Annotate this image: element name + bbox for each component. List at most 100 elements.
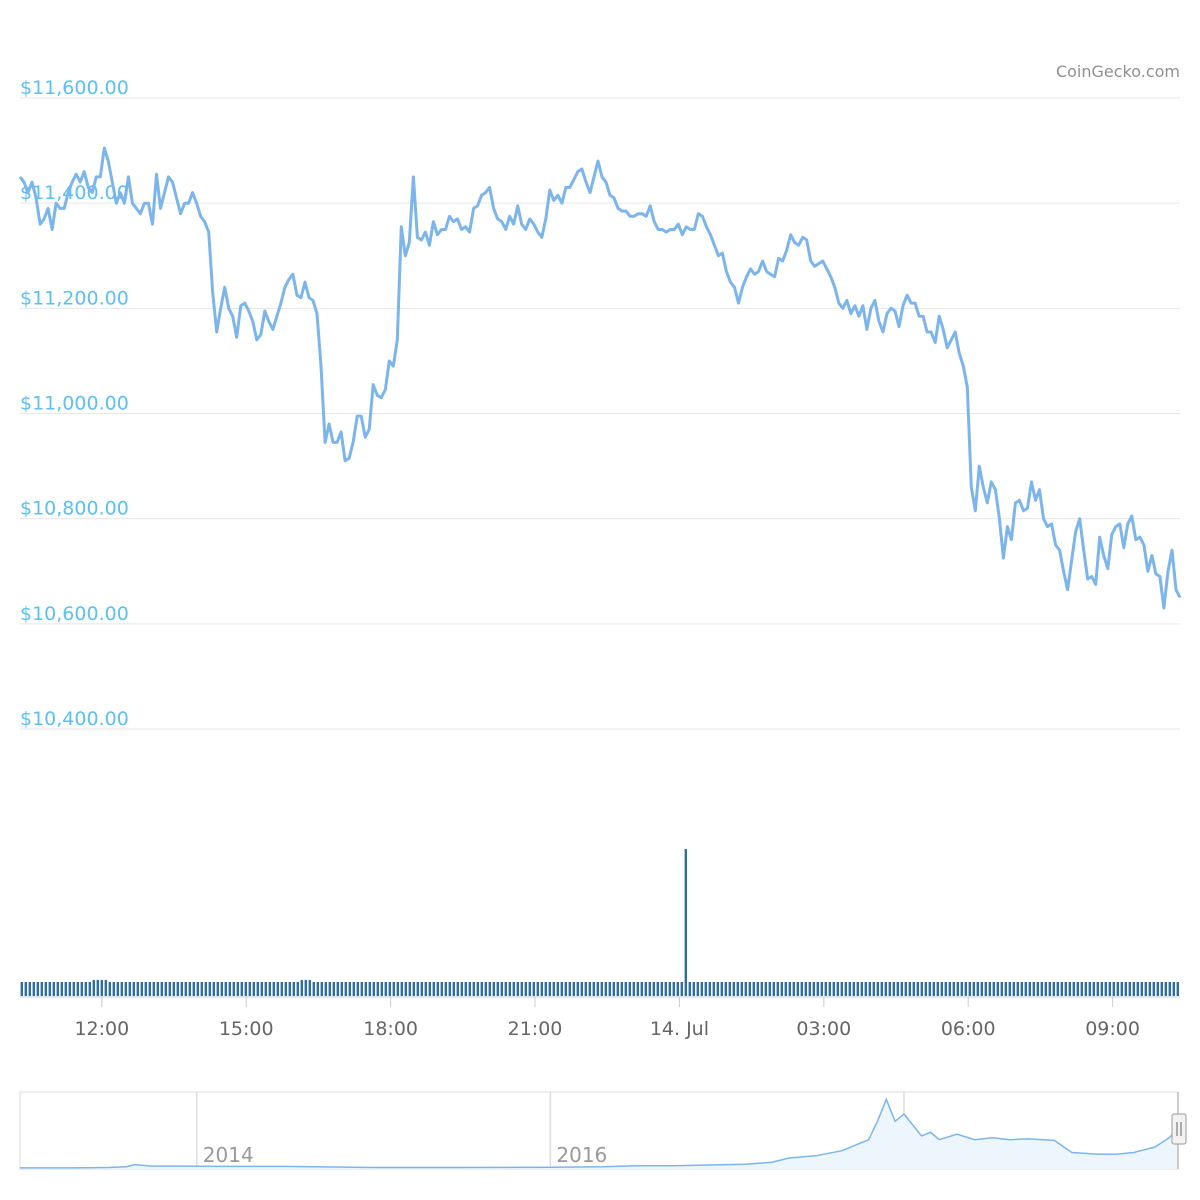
volume-bar <box>952 982 955 996</box>
volume-bar <box>544 982 547 996</box>
volume-bar <box>748 982 751 996</box>
volume-bar <box>644 982 647 996</box>
volume-bar <box>856 982 859 996</box>
volume-bar <box>804 982 807 996</box>
volume-bar <box>784 982 787 996</box>
volume-bar <box>148 982 151 996</box>
x-tick-label: 15:00 <box>219 1018 274 1040</box>
volume-bar <box>52 982 55 996</box>
volume-bar <box>808 982 811 996</box>
navigator-handle[interactable] <box>1171 1113 1187 1145</box>
volume-bar <box>664 982 667 996</box>
volume-bar <box>264 982 267 996</box>
volume-bar <box>308 979 311 996</box>
volume-bar <box>1040 982 1043 996</box>
volume-bar <box>656 982 659 996</box>
volume-bar <box>844 982 847 996</box>
volume-bar <box>936 982 939 996</box>
volume-bar <box>504 982 507 996</box>
volume-bar <box>696 982 699 996</box>
volume-bar <box>720 982 723 996</box>
volume-bar <box>800 982 803 996</box>
volume-bar <box>588 982 591 996</box>
volume-bar <box>28 982 31 996</box>
volume-bar <box>1168 982 1171 996</box>
volume-bar <box>912 982 915 996</box>
volume-bar <box>836 982 839 996</box>
volume-bar <box>476 982 479 996</box>
volume-bar <box>460 982 463 996</box>
volume-bar <box>928 982 931 996</box>
volume-bar <box>1084 982 1087 996</box>
volume-bar <box>1140 982 1143 996</box>
volume-bar <box>216 982 219 996</box>
volume-bar <box>1072 982 1075 996</box>
volume-bar <box>600 982 603 996</box>
volume-bar <box>292 982 295 996</box>
volume-bar <box>672 982 675 996</box>
volume-bar <box>204 982 207 996</box>
volume-bar <box>120 982 123 996</box>
volume-bar <box>860 982 863 996</box>
volume-bar <box>124 982 127 996</box>
volume-bar <box>888 982 891 996</box>
volume-bar <box>744 982 747 996</box>
volume-bar <box>548 982 551 996</box>
volume-bar <box>1024 982 1027 996</box>
volume-bar <box>944 982 947 996</box>
credit-label[interactable]: CoinGecko.com <box>1055 62 1180 81</box>
volume-bar <box>480 982 483 996</box>
volume-bar <box>240 982 243 996</box>
volume-bar <box>688 982 691 996</box>
volume-bar <box>160 982 163 996</box>
volume-bar <box>456 982 459 996</box>
navigator-year-label: 2016 <box>556 1143 607 1167</box>
volume-bar <box>528 982 531 996</box>
volume-bar <box>520 982 523 996</box>
volume-bar <box>556 982 559 996</box>
volume-bar <box>152 982 155 996</box>
volume-bar <box>832 982 835 996</box>
volume-bar <box>164 982 167 996</box>
price-line[interactable] <box>18 146 1182 610</box>
volume-bar <box>376 982 379 996</box>
volume-bar <box>880 982 883 996</box>
volume-bar <box>552 982 555 996</box>
volume-bar <box>568 982 571 996</box>
volume-bar <box>876 982 879 996</box>
volume-bar <box>984 982 987 996</box>
volume-bar <box>1064 982 1067 996</box>
y-tick-label: $11,600.00 <box>20 77 129 99</box>
volume-bar <box>92 979 95 996</box>
volume-bar <box>680 982 683 996</box>
volume-bar <box>968 982 971 996</box>
volume-bar <box>756 982 759 996</box>
volume-bar <box>924 982 927 996</box>
volume-bar <box>896 982 899 996</box>
x-tick-label: 03:00 <box>796 1018 851 1040</box>
volume-bar <box>816 982 819 996</box>
volume-bar <box>200 982 203 996</box>
volume-bar <box>1148 982 1151 996</box>
volume-bar <box>596 982 599 996</box>
y-tick-label: $10,400.00 <box>20 708 129 730</box>
volume-bar <box>1172 982 1175 996</box>
volume-bar <box>1092 982 1095 996</box>
volume-bar <box>796 982 799 996</box>
volume-bar <box>624 982 627 996</box>
volume-bar <box>492 982 495 996</box>
volume-bar <box>500 982 503 996</box>
volume-bar <box>1068 982 1071 996</box>
volume-bar <box>1164 982 1167 996</box>
volume-bar <box>184 982 187 996</box>
volume-bar <box>276 982 279 996</box>
volume-bar <box>288 982 291 996</box>
volume-bar <box>728 982 731 996</box>
volume-bar <box>424 982 427 996</box>
volume-bar <box>336 982 339 996</box>
volume-bar <box>80 982 83 996</box>
volume-bar <box>448 982 451 996</box>
volume-bar <box>416 982 419 996</box>
volume-bar <box>412 982 415 996</box>
volume-bar <box>604 982 607 996</box>
